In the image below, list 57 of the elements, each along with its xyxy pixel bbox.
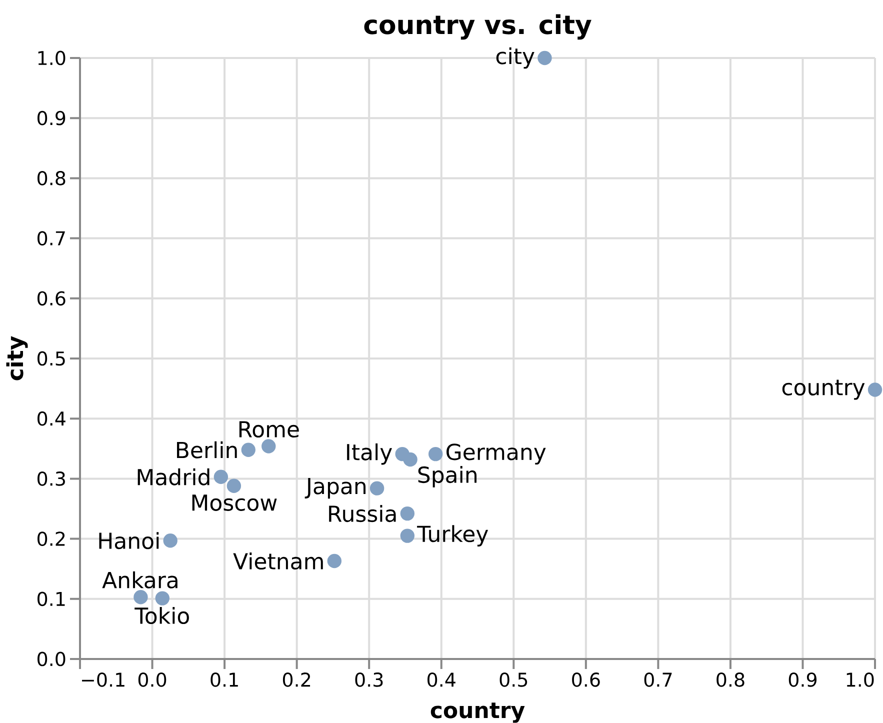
annotation: Hanoi bbox=[99, 532, 159, 550]
y-tick-label: 0.4 bbox=[38, 411, 66, 426]
annotation: Russia bbox=[329, 505, 396, 522]
annotation: Madrid bbox=[138, 468, 210, 486]
y-tick-label: 0.9 bbox=[38, 110, 66, 126]
x-tick-label: 1.0 bbox=[846, 672, 874, 687]
point bbox=[400, 506, 414, 521]
y-tick-label: 0.8 bbox=[38, 171, 66, 186]
x-tick-label: 0.9 bbox=[788, 672, 817, 687]
y-tick-label: 1.0 bbox=[38, 50, 66, 66]
y-tick-label: 0.5 bbox=[38, 351, 65, 366]
point bbox=[214, 470, 228, 484]
point bbox=[155, 591, 170, 606]
point bbox=[428, 446, 443, 462]
chart-title: country vs. city bbox=[364, 14, 592, 40]
x-tick-label: −0.1 bbox=[82, 672, 124, 687]
x-tick-label: 0.5 bbox=[500, 672, 528, 687]
x-tick-label: 0.1 bbox=[210, 672, 238, 687]
y-tick-label: 0.3 bbox=[38, 472, 65, 486]
point bbox=[134, 590, 148, 604]
y-axis-title: city bbox=[6, 336, 28, 380]
y-tick-label: 0.0 bbox=[38, 652, 66, 666]
y-tick-label: 0.6 bbox=[38, 291, 66, 306]
point bbox=[262, 439, 276, 454]
point bbox=[370, 481, 384, 496]
point bbox=[400, 528, 414, 543]
point bbox=[226, 478, 242, 494]
point bbox=[163, 534, 178, 548]
y-tick-label: 0.2 bbox=[38, 532, 65, 546]
y-tick-label: 0.1 bbox=[38, 592, 65, 606]
x-tick-label: 0.0 bbox=[138, 672, 166, 687]
x-tick-label: 0.3 bbox=[355, 672, 383, 687]
annotation: Rome bbox=[239, 421, 299, 438]
point bbox=[241, 442, 256, 457]
x-tick-label: 0.2 bbox=[282, 672, 310, 687]
x-tick-label: 0.4 bbox=[428, 672, 456, 687]
x-tick-label: 0.7 bbox=[644, 672, 672, 687]
x-tick-label: 0.8 bbox=[716, 672, 744, 687]
y-tick-label: 0.7 bbox=[38, 231, 65, 246]
point bbox=[403, 452, 418, 467]
annotation: Moscow bbox=[192, 494, 277, 511]
annotation: Ankara bbox=[102, 571, 178, 588]
x-axis-title: country bbox=[430, 702, 525, 723]
annotation: country bbox=[782, 380, 865, 400]
point bbox=[327, 554, 342, 568]
annotation: Turkey bbox=[417, 525, 488, 546]
x-tick-label: 0.6 bbox=[572, 672, 600, 687]
annotation: Italy bbox=[347, 443, 392, 465]
annotation: Japan bbox=[304, 478, 366, 499]
annotation: Germany bbox=[446, 444, 546, 465]
annotation: Berlin bbox=[177, 441, 237, 458]
annotation: city bbox=[496, 47, 534, 69]
annotation: Spain bbox=[418, 466, 476, 488]
annotation: Vietnam bbox=[233, 552, 323, 570]
point bbox=[868, 382, 882, 397]
point bbox=[538, 50, 552, 66]
annotation: Tokio bbox=[134, 606, 189, 624]
